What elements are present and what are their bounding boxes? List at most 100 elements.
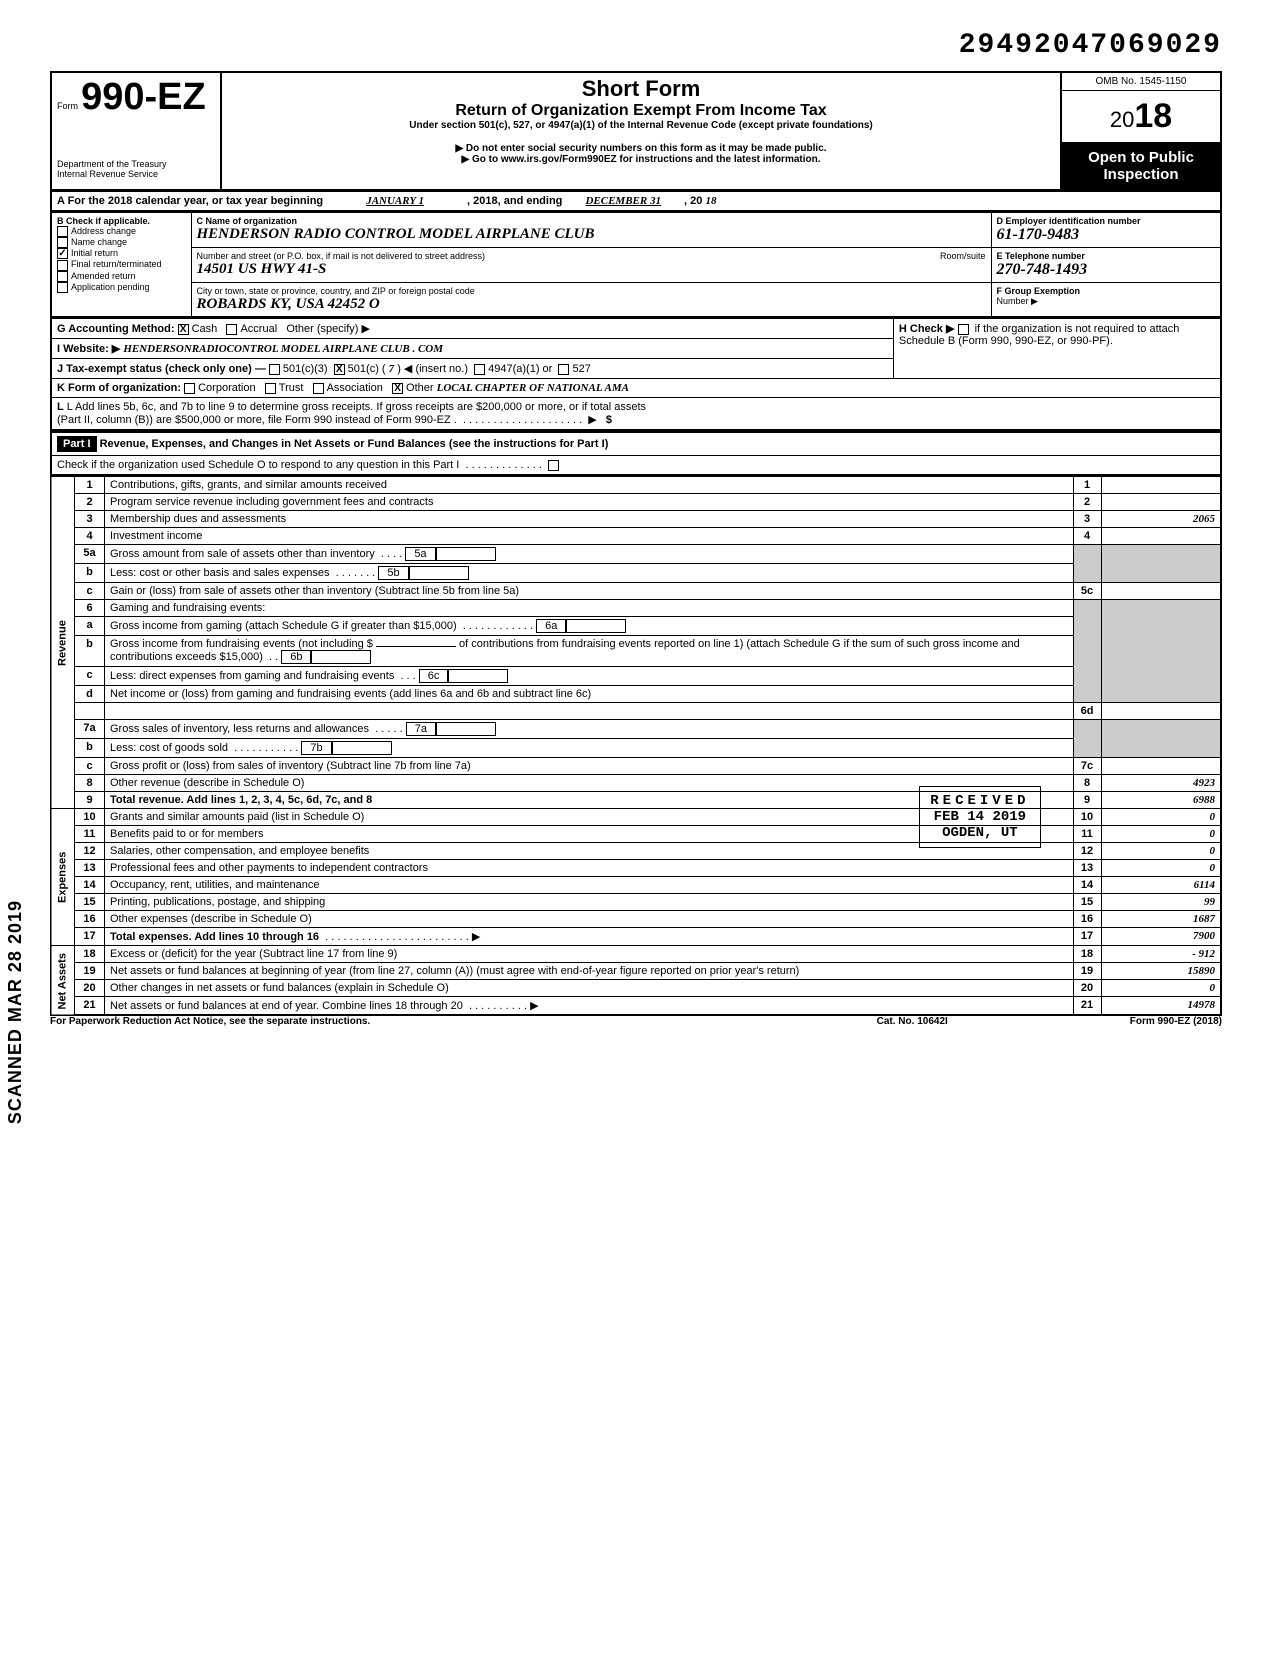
ln17-v[interactable]: 7900 xyxy=(1101,928,1221,946)
ln6b-num: b xyxy=(75,636,105,667)
ln13-text: Professional fees and other payments to … xyxy=(105,860,1074,877)
ln13-v[interactable]: 0 xyxy=(1101,860,1221,877)
ln5c-v[interactable] xyxy=(1101,583,1221,600)
d-label: D Employer identification number xyxy=(997,216,1216,226)
chk-assoc[interactable] xyxy=(313,383,324,394)
ln20-v[interactable]: 0 xyxy=(1101,980,1221,997)
part1-header: Part I Revenue, Expenses, and Changes in… xyxy=(50,431,1222,476)
title-short: Short Form xyxy=(227,76,1055,102)
ln8-v[interactable]: 4923 xyxy=(1101,775,1221,792)
ln10-v[interactable]: 0 xyxy=(1101,809,1221,826)
chk-name-change[interactable] xyxy=(57,237,68,248)
j-cnum: 7 xyxy=(389,363,395,375)
ln1-v[interactable] xyxy=(1101,477,1221,494)
form-prefix: Form xyxy=(57,101,78,111)
chk-corp[interactable] xyxy=(184,383,195,394)
k-other-value: LOCAL CHAPTER OF NATIONAL AMA xyxy=(437,382,629,394)
chk-final-return[interactable] xyxy=(57,260,68,271)
l-arrow: ▶ xyxy=(588,414,596,426)
chk-trust[interactable] xyxy=(265,383,276,394)
ln6a-box[interactable] xyxy=(566,619,626,633)
stamp-date: FEB 14 2019 xyxy=(930,809,1029,825)
ln19-text: Net assets or fund balances at beginning… xyxy=(105,963,1074,980)
ln7c-num: c xyxy=(75,758,105,775)
ln15-text: Printing, publications, postage, and shi… xyxy=(105,894,1074,911)
ln18-v[interactable]: - 912 xyxy=(1101,946,1221,963)
ln8-num: 8 xyxy=(75,775,105,792)
ln7c-r: 7c xyxy=(1073,758,1101,775)
chk-part1-schedule-o[interactable] xyxy=(548,460,559,471)
chk-amended[interactable] xyxy=(57,271,68,282)
ln19-v[interactable]: 15890 xyxy=(1101,963,1221,980)
ln4-v[interactable] xyxy=(1101,528,1221,545)
ln11-r: 11 xyxy=(1073,826,1101,843)
part1-check-text: Check if the organization used Schedule … xyxy=(57,459,459,471)
ln6c-num: c xyxy=(75,667,105,686)
chk-h[interactable] xyxy=(958,324,969,335)
ln5b-box[interactable] xyxy=(409,566,469,580)
ln1-r: 1 xyxy=(1073,477,1101,494)
k-trust: Trust xyxy=(279,382,304,394)
d-value: 61-170-9483 xyxy=(997,226,1216,244)
ln6b-box[interactable] xyxy=(311,650,371,664)
b-item-2: Initial return xyxy=(71,248,118,258)
ln12-v[interactable]: 0 xyxy=(1101,843,1221,860)
ln3-num: 3 xyxy=(75,511,105,528)
l-dollar: $ xyxy=(606,414,612,426)
ln7b-m: 7b xyxy=(301,741,331,755)
l-text1: L Add lines 5b, 6c, and 7b to line 9 to … xyxy=(67,401,646,413)
ln7c-v[interactable] xyxy=(1101,758,1221,775)
line-a-yrlabel: , 20 xyxy=(684,195,702,207)
ln21-v[interactable]: 14978 xyxy=(1101,997,1221,1016)
ln17-arrow: ▶ xyxy=(472,931,480,943)
ln9-text: Total revenue. Add lines 1, 2, 3, 4, 5c,… xyxy=(110,794,372,806)
ln5a-text: Gross amount from sale of assets other t… xyxy=(110,548,375,560)
ln3-v[interactable]: 2065 xyxy=(1101,511,1221,528)
chk-other[interactable]: X xyxy=(392,383,403,394)
chk-501c3[interactable] xyxy=(269,364,280,375)
chk-app-pending[interactable] xyxy=(57,282,68,293)
side-expenses: Expenses xyxy=(51,809,75,946)
f-label: F Group Exemption xyxy=(997,286,1216,296)
footer-table: For Paperwork Reduction Act Notice, see … xyxy=(50,1016,1222,1027)
ln7b-box[interactable] xyxy=(332,741,392,755)
ln5c-num: c xyxy=(75,583,105,600)
ln1-text: Contributions, gifts, grants, and simila… xyxy=(105,477,1074,494)
ln21-arrow: ▶ xyxy=(530,1000,538,1012)
ln17-text: Total expenses. Add lines 10 through 16 xyxy=(110,931,319,943)
ln9-v[interactable]: 6988 xyxy=(1101,792,1221,809)
stamp-loc: OGDEN, UT xyxy=(930,825,1029,841)
b-item-0: Address change xyxy=(71,226,136,236)
chk-accrual[interactable] xyxy=(226,324,237,335)
j-label: J Tax-exempt status (check only one) — xyxy=(57,363,266,375)
ln21-r: 21 xyxy=(1073,997,1101,1016)
chk-501c[interactable]: X xyxy=(334,364,345,375)
ln14-v[interactable]: 6114 xyxy=(1101,877,1221,894)
ln15-v[interactable]: 99 xyxy=(1101,894,1221,911)
ln15-r: 15 xyxy=(1073,894,1101,911)
chk-527[interactable] xyxy=(558,364,569,375)
g-label: G Accounting Method: xyxy=(57,323,175,335)
ln4-num: 4 xyxy=(75,528,105,545)
ln11-v[interactable]: 0 xyxy=(1101,826,1221,843)
ln5a-box[interactable] xyxy=(436,547,496,561)
received-stamp: RECEIVED FEB 14 2019 OGDEN, UT xyxy=(919,786,1040,848)
ln6c-box[interactable] xyxy=(448,669,508,683)
b-item-1: Name change xyxy=(71,237,127,247)
ln2-v[interactable] xyxy=(1101,494,1221,511)
ln2-num: 2 xyxy=(75,494,105,511)
k-assoc: Association xyxy=(327,382,383,394)
ln7a-box[interactable] xyxy=(436,722,496,736)
chk-initial-return[interactable]: ✓ xyxy=(57,248,68,259)
ln6d-v[interactable] xyxy=(1101,703,1221,720)
side-netassets: Net Assets xyxy=(51,946,75,1016)
ln19-r: 19 xyxy=(1073,963,1101,980)
ln6a-m: 6a xyxy=(536,619,566,633)
chk-cash[interactable]: X xyxy=(178,324,189,335)
chk-address-change[interactable] xyxy=(57,226,68,237)
ln16-v[interactable]: 1687 xyxy=(1101,911,1221,928)
line-a-yr: 18 xyxy=(705,195,716,207)
side-revenue: Revenue xyxy=(51,477,75,809)
chk-4947[interactable] xyxy=(474,364,485,375)
ln3-r: 3 xyxy=(1073,511,1101,528)
